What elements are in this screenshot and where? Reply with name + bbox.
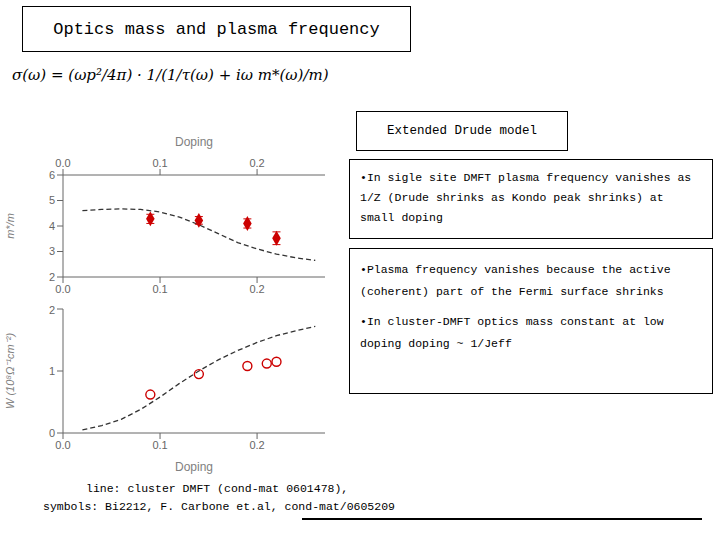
html-text:•In cluster-DMFT optics mass c: •In cluster-DMFT optics mass constant at… [360, 315, 664, 350]
svg-text:0.2: 0.2 [249, 283, 264, 295]
html-text:symbols: Bi2212, F. Carbone et: symbols: Bi2212, F. Carbone et.al, cond-… [43, 500, 395, 513]
svg-text:0.1: 0.1 [152, 157, 167, 169]
svg-text:4: 4 [49, 220, 55, 232]
svg-text:0: 0 [49, 427, 55, 439]
svg-text:0.0: 0.0 [55, 157, 70, 169]
svg-text:1: 1 [49, 365, 55, 377]
html-text:•In sigle site DMFT plasma fre: •In sigle site DMFT plasma frequency van… [360, 171, 692, 224]
svg-text:0.2: 0.2 [249, 439, 264, 451]
svg-text:0.1: 0.1 [152, 283, 167, 295]
svg-text:m*/m: m*/m [8, 213, 16, 239]
html-text:line: cluster DMFT (cond-mat 0: line: cluster DMFT (cond-mat 0601478), [86, 482, 349, 495]
svg-text:3: 3 [49, 245, 55, 257]
svg-text:0.2: 0.2 [249, 157, 264, 169]
html-text:•Plasma frequency vanishes bec: •Plasma frequency vanishes because the a… [360, 263, 671, 298]
svg-text:W (10⁸Ω⁻¹cm⁻²): W (10⁸Ω⁻¹cm⁻²) [8, 333, 16, 409]
svg-text:0.0: 0.0 [55, 439, 70, 451]
svg-text:Doping: Doping [175, 460, 213, 474]
svg-text:Doping: Doping [175, 135, 213, 149]
svg-text:6: 6 [49, 169, 55, 181]
svg-text:0.1: 0.1 [152, 439, 167, 451]
html-text:Extended Drude model: Extended Drude model [387, 124, 537, 138]
svg-text:2: 2 [49, 271, 55, 283]
html-text:Optics mass and plasma frequen: Optics mass and plasma frequency [53, 19, 380, 39]
svg-text:0.0: 0.0 [55, 283, 70, 295]
svg-text:5: 5 [49, 194, 55, 206]
html-text:σ(ω) = (ωp²/4π) · 1/(1/τ(ω) +: σ(ω) = (ωp²/4π) · 1/(1/τ(ω) + iω m*(ω)/m… [12, 66, 329, 84]
svg-text:2: 2 [49, 304, 55, 316]
